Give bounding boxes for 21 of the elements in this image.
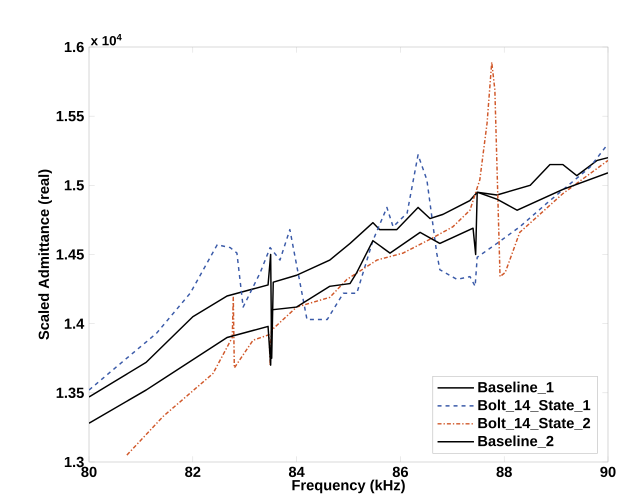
y-tick-label: 1.45: [56, 249, 84, 260]
y-tick-label: 1.4: [64, 318, 84, 329]
y-axis-title: Scaled Admittance (real): [38, 170, 52, 340]
y-tick-label: 1.35: [56, 388, 84, 398]
x-tick-label: 82: [185, 466, 200, 478]
text: x 10$^{4}$: [90, 34, 122, 46]
legend-label: Bolt_14_State_2: [478, 418, 590, 430]
x-tick-label: 80: [81, 466, 97, 478]
y-tick-label: 1.5: [64, 180, 84, 190]
y-tick-label: 1.3: [64, 456, 84, 468]
x-tick-label: 90: [600, 466, 616, 478]
legend-label: Bolt_14_State_1: [478, 400, 590, 412]
x-axis-title: Frequency (kHz): [292, 480, 405, 494]
x-tick-label: 84: [288, 466, 305, 478]
y-tick-label: 1.55: [56, 111, 84, 122]
legend-label: Baseline_2: [478, 435, 554, 448]
y-tick-label: 1.6: [64, 42, 84, 52]
x-tick-label: 88: [496, 466, 512, 478]
x-tick-label: 86: [392, 466, 408, 478]
line-series: [126, 61, 608, 456]
legend-label: Baseline_1: [478, 382, 554, 394]
